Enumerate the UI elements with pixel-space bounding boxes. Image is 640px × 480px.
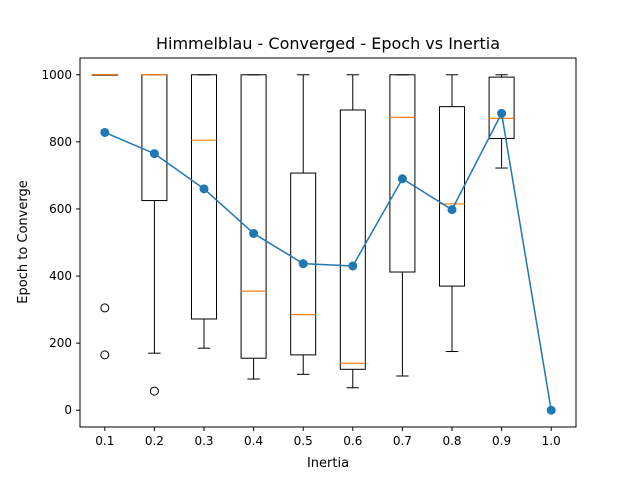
series-point bbox=[447, 205, 457, 215]
x-tick-label: 0.9 bbox=[492, 434, 511, 448]
x-tick-label: 0.5 bbox=[294, 434, 313, 448]
chart-title: Himmelblau - Converged - Epoch vs Inerti… bbox=[156, 34, 500, 53]
series-point bbox=[298, 259, 308, 269]
box-body bbox=[439, 106, 465, 287]
x-tick-label: 1.0 bbox=[542, 434, 561, 448]
series-point bbox=[348, 261, 358, 271]
series-line bbox=[104, 110, 552, 411]
y-axis-label: Epoch to Converge bbox=[16, 180, 31, 303]
x-tick-label: 0.3 bbox=[194, 434, 213, 448]
box-body bbox=[389, 74, 416, 273]
series-point bbox=[497, 108, 507, 118]
x-tick-label: 0.6 bbox=[343, 434, 362, 448]
series-point bbox=[100, 127, 110, 137]
x-tick-label: 0.8 bbox=[442, 434, 461, 448]
y-tick-label: 0 bbox=[64, 403, 72, 417]
box-body bbox=[191, 74, 217, 320]
box-body bbox=[488, 76, 515, 140]
x-tick-label: 0.1 bbox=[95, 434, 114, 448]
x-tick-label: 0.7 bbox=[393, 434, 412, 448]
box-outlier bbox=[149, 386, 159, 396]
box-body bbox=[240, 74, 267, 359]
y-tick-label: 200 bbox=[49, 336, 72, 350]
box-body bbox=[141, 74, 168, 202]
series-point bbox=[397, 174, 407, 184]
x-axis-label: Inertia bbox=[307, 456, 349, 471]
plot-frame bbox=[79, 57, 577, 428]
x-tick-label: 0.4 bbox=[244, 434, 263, 448]
plot-area: 0 200 400 600 800 1000 0.1 0.2 0.3 0.4 0.5 0.6 0.7 0.… bbox=[41, 57, 577, 448]
series-point bbox=[149, 149, 159, 159]
y-tick-label: 1000 bbox=[41, 68, 72, 82]
x-tick-label: 0.2 bbox=[145, 434, 164, 448]
y-tick-label: 400 bbox=[49, 269, 72, 283]
y-tick-label: 800 bbox=[49, 135, 72, 149]
box-body bbox=[339, 109, 366, 370]
series-point bbox=[546, 405, 556, 415]
box-outlier bbox=[100, 303, 110, 313]
series-point bbox=[199, 184, 209, 194]
y-tick-label: 600 bbox=[49, 202, 72, 216]
box-outlier bbox=[100, 350, 110, 360]
series-point bbox=[249, 228, 259, 238]
